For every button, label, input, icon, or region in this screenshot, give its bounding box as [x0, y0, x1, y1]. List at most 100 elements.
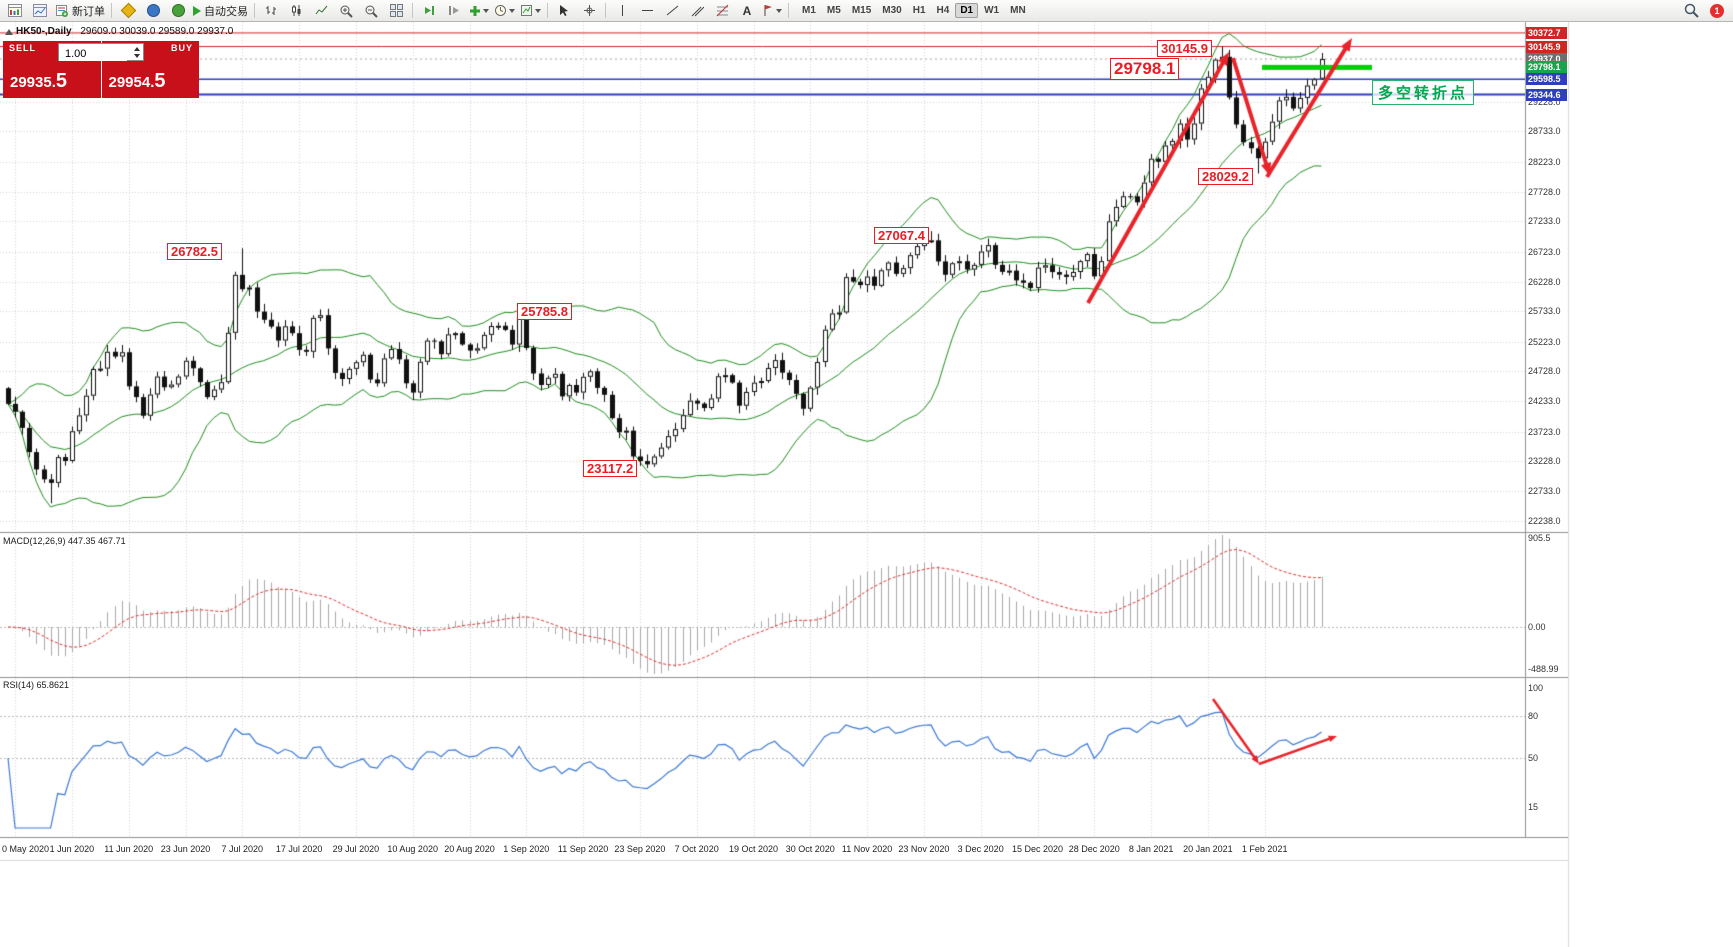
price-axis-label: 23723.0: [1528, 426, 1561, 437]
timeframe-button-h1[interactable]: H1: [912, 5, 926, 16]
macd-scale-label: 0.00: [1528, 622, 1546, 632]
price-axis-label: 28733.0: [1528, 126, 1561, 137]
notification-badge[interactable]: 1: [1710, 3, 1724, 18]
templates-icon[interactable]: [518, 2, 543, 20]
date-axis-label: 8 Jan 2021: [1128, 844, 1174, 854]
periods-clock-icon[interactable]: [492, 2, 517, 20]
channel-tool-icon[interactable]: [685, 2, 709, 20]
price-tag: 30372.7: [1526, 26, 1567, 39]
chart-title: HK50-,Daily 29609.0 30039.0 29589.0 2993…: [16, 26, 233, 37]
price-callout: 28029.2: [1198, 168, 1253, 185]
dropdown-caret-icon: [776, 8, 782, 13]
rsi-indicator-label: RSI(14) 65.8621: [3, 680, 70, 690]
dropdown-caret-icon: [483, 8, 489, 13]
timeframe-button-mn[interactable]: MN: [1010, 5, 1026, 16]
price-axis-label: 26228.0: [1528, 276, 1561, 287]
candlestick-chart-type-icon[interactable]: [284, 2, 308, 20]
timeframe-button-m5[interactable]: M5: [826, 5, 841, 16]
timeframe-button-w1[interactable]: W1: [984, 5, 1000, 16]
text-tool-icon[interactable]: A: [742, 3, 752, 18]
arrows-tool-icon[interactable]: [760, 2, 784, 20]
price-axis-label: 27233.0: [1528, 216, 1561, 227]
rsi-scale-label: 50: [1528, 753, 1539, 763]
vertical-line-tool-icon[interactable]: [610, 2, 634, 20]
line-chart-type-icon[interactable]: [309, 2, 333, 20]
volume-input[interactable]: [59, 46, 127, 61]
chart-shift-icon[interactable]: [442, 2, 466, 20]
price-tag: 29344.6: [1526, 88, 1567, 101]
dropdown-caret-icon: [535, 8, 541, 13]
indicators-icon[interactable]: [467, 2, 491, 20]
timeframe-button-m30[interactable]: M30: [882, 5, 902, 16]
date-axis-label: 15 Dec 2020: [1011, 844, 1064, 854]
buy-label: BUY: [170, 43, 193, 53]
buy-price: 29954.5: [108, 70, 166, 92]
date-axis-label: 28 Dec 2020: [1068, 844, 1120, 854]
price-axis-label: 23228.0: [1528, 456, 1561, 467]
bar-chart-type-icon[interactable]: [259, 2, 283, 20]
date-axis-label: 7 Oct 2020: [674, 844, 719, 854]
autotrading-button[interactable]: 自动交易: [191, 2, 250, 20]
tile-windows-icon[interactable]: [384, 2, 408, 20]
charts-grid-icon[interactable]: [3, 2, 27, 20]
price-callout: 30145.9: [1157, 40, 1212, 57]
toolbar-separator: [547, 3, 548, 18]
rsi-scale-label: 15: [1528, 802, 1539, 812]
date-axis-label: 3 Dec 2020: [957, 844, 1004, 854]
new-order-button[interactable]: 新订单: [53, 2, 107, 20]
volume-stepper-up[interactable]: [132, 45, 141, 52]
cursor-icon[interactable]: [552, 2, 576, 20]
price-callout: 29798.1: [1110, 58, 1180, 80]
autotrading-label: 自动交易: [204, 5, 248, 18]
volume-box: [58, 43, 144, 61]
toolbar-separator: [111, 3, 112, 18]
price-axis-label: 24233.0: [1528, 396, 1561, 407]
zoom-in-icon[interactable]: [334, 2, 358, 20]
date-axis-label: 30 Oct 2020: [785, 844, 835, 854]
new-chart-window-icon[interactable]: [28, 2, 52, 20]
toolbar-separator: [605, 3, 606, 18]
zoom-out-icon[interactable]: [359, 2, 383, 20]
timeframe-button-m1[interactable]: M1: [802, 5, 816, 16]
price-callout: 25785.8: [517, 303, 572, 320]
crosshair-icon[interactable]: [577, 2, 601, 20]
volume-stepper-down[interactable]: [132, 52, 141, 59]
price-tag: 29798.1: [1526, 61, 1567, 74]
timeframe-button-d1[interactable]: D1: [955, 3, 979, 18]
trendline-tool-icon[interactable]: [660, 2, 684, 20]
new-order-icon: [56, 5, 68, 17]
price-tag: 29598.5: [1526, 73, 1567, 86]
strategy-tester-icon[interactable]: [166, 2, 190, 20]
date-axis-label: 20 Aug 2020: [444, 844, 495, 854]
timeframe-button-m15[interactable]: M15: [851, 5, 872, 16]
price-axis-label: 24728.0: [1528, 366, 1561, 377]
date-axis-label: 10 Aug 2020: [387, 844, 438, 854]
date-axis-label: 1 Feb 2021: [1241, 844, 1288, 854]
sell-price: 29935.5: [10, 70, 68, 92]
price-axis-label: 27728.0: [1528, 186, 1561, 197]
macd-scale-label: 905.5: [1528, 533, 1551, 543]
auto-scroll-icon[interactable]: [417, 2, 441, 20]
price-axis-label: 28223.0: [1528, 156, 1561, 167]
price-axis-label: 22238.0: [1528, 515, 1561, 526]
toolbar-separator: [254, 3, 255, 18]
terminal-icon[interactable]: [141, 2, 165, 20]
date-axis-label: 19 Oct 2020: [728, 844, 779, 854]
price-callout: 23117.2: [583, 460, 638, 477]
toolbar: 新订单 自动交易: [0, 0, 1733, 22]
date-axis-label: 11 Jun 2020: [104, 844, 154, 854]
price-axis-label: 25733.0: [1528, 306, 1561, 317]
timeframe-button-h4[interactable]: H4: [936, 5, 950, 16]
dropdown-caret-icon: [509, 8, 515, 13]
metaeditor-icon[interactable]: [116, 2, 140, 20]
search-icon[interactable]: [1679, 2, 1703, 20]
date-axis-label: 7 Jul 2020: [221, 844, 264, 854]
fibonacci-tool-icon[interactable]: [710, 2, 734, 20]
horizontal-line-tool-icon[interactable]: [635, 2, 659, 20]
ohlc-values: 29609.0 30039.0 29589.0 29937.0: [80, 26, 234, 37]
price-axis-label: 26723.0: [1528, 246, 1561, 257]
oneclick-collapse-icon[interactable]: [5, 29, 13, 35]
price-tag: 30145.9: [1526, 40, 1567, 53]
